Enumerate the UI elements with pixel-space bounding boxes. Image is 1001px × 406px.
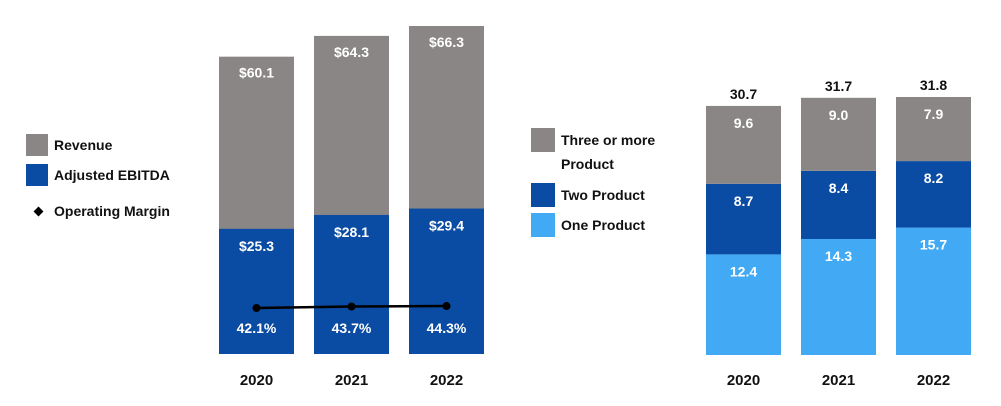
two-product-segment bbox=[801, 170, 876, 239]
one-product-segment bbox=[801, 238, 876, 355]
revenue-swatch bbox=[26, 134, 48, 156]
operating-margin-point bbox=[442, 302, 451, 311]
two-product-segment bbox=[706, 183, 781, 255]
three-plus-product-value-label: 9.6 bbox=[734, 115, 754, 131]
stack-total-label: 31.7 bbox=[825, 78, 852, 94]
product-mix-chart: 12.4 8.7 9.6 30.7 2020 14.3 8.4 9.0 31.7 2021 15.7… bbox=[706, 77, 971, 389]
legend-item-ebitda: Adjusted EBITDA bbox=[26, 164, 170, 186]
x-tick-label: 2020 bbox=[240, 372, 273, 389]
one-product-value-label: 12.4 bbox=[730, 263, 757, 279]
stack-total-label: 30.7 bbox=[730, 86, 757, 102]
legend-label-ebitda: Adjusted EBITDA bbox=[54, 167, 170, 183]
margin-value-label: 44.3% bbox=[427, 320, 467, 336]
ebitda-value-label: $28.1 bbox=[334, 224, 369, 240]
x-tick-label: 2022 bbox=[917, 372, 950, 389]
ebitda-bar bbox=[409, 208, 484, 354]
operating-margin-point bbox=[252, 304, 261, 312]
legend-label-revenue: Revenue bbox=[54, 137, 113, 153]
three-plus-product-segment bbox=[896, 97, 971, 162]
revenue-value-label: $64.3 bbox=[334, 44, 369, 60]
three-plus-product-segment bbox=[706, 105, 781, 184]
two-product-value-label: 8.4 bbox=[829, 180, 849, 196]
three-plus-product-value-label: 7.9 bbox=[924, 106, 944, 122]
one-product-segment bbox=[896, 227, 971, 355]
ebitda-bar bbox=[314, 214, 389, 354]
x-tick-label: 2020 bbox=[727, 372, 760, 389]
legend-label-two-product: Two Product bbox=[561, 187, 645, 203]
x-tick-label: 2022 bbox=[430, 372, 463, 389]
three-plus-product-value-label: 9.0 bbox=[829, 107, 849, 123]
legend-label-margin: Operating Margin bbox=[54, 203, 170, 219]
revenue-ebitda-chart: $60.1 $25.3 42.1% 2020 $64.3 $28.1 43.7% 2021 $6… bbox=[219, 26, 484, 389]
one-product-value-label: 15.7 bbox=[920, 237, 947, 253]
margin-value-label: 43.7% bbox=[332, 320, 372, 336]
legend-item-revenue: Revenue bbox=[26, 134, 112, 156]
legend-item-two-product: Two Product bbox=[531, 183, 645, 207]
one-product-swatch bbox=[531, 213, 555, 237]
two-product-segment bbox=[896, 161, 971, 228]
one-product-segment bbox=[706, 254, 781, 355]
revenue-value-label: $66.3 bbox=[429, 34, 464, 50]
two-product-value-label: 8.7 bbox=[734, 193, 754, 209]
stack-total-label: 31.8 bbox=[920, 77, 947, 93]
one-product-value-label: 14.3 bbox=[825, 248, 852, 264]
legend-label-one-product: One Product bbox=[561, 217, 646, 233]
legend-label-three-plus: Three or more Product bbox=[561, 132, 656, 172]
two-product-value-label: 8.2 bbox=[924, 170, 944, 186]
legend-item-margin: Operating Margin bbox=[26, 203, 170, 219]
ebitda-value-label: $29.4 bbox=[429, 218, 464, 234]
legend-item-three-plus: Three or more Product bbox=[531, 128, 681, 176]
x-tick-label: 2021 bbox=[335, 372, 368, 389]
two-product-swatch bbox=[531, 183, 555, 207]
ebitda-bar bbox=[219, 228, 294, 354]
legend-item-one-product: One Product bbox=[531, 213, 645, 237]
three-plus-product-segment bbox=[801, 97, 876, 171]
ebitda-swatch bbox=[26, 164, 48, 186]
x-tick-label: 2021 bbox=[822, 372, 855, 389]
margin-value-label: 42.1% bbox=[237, 320, 277, 336]
ebitda-value-label: $25.3 bbox=[239, 238, 274, 254]
three-plus-swatch bbox=[531, 128, 555, 152]
revenue-value-label: $60.1 bbox=[239, 65, 274, 81]
operating-margin-point bbox=[347, 302, 356, 311]
